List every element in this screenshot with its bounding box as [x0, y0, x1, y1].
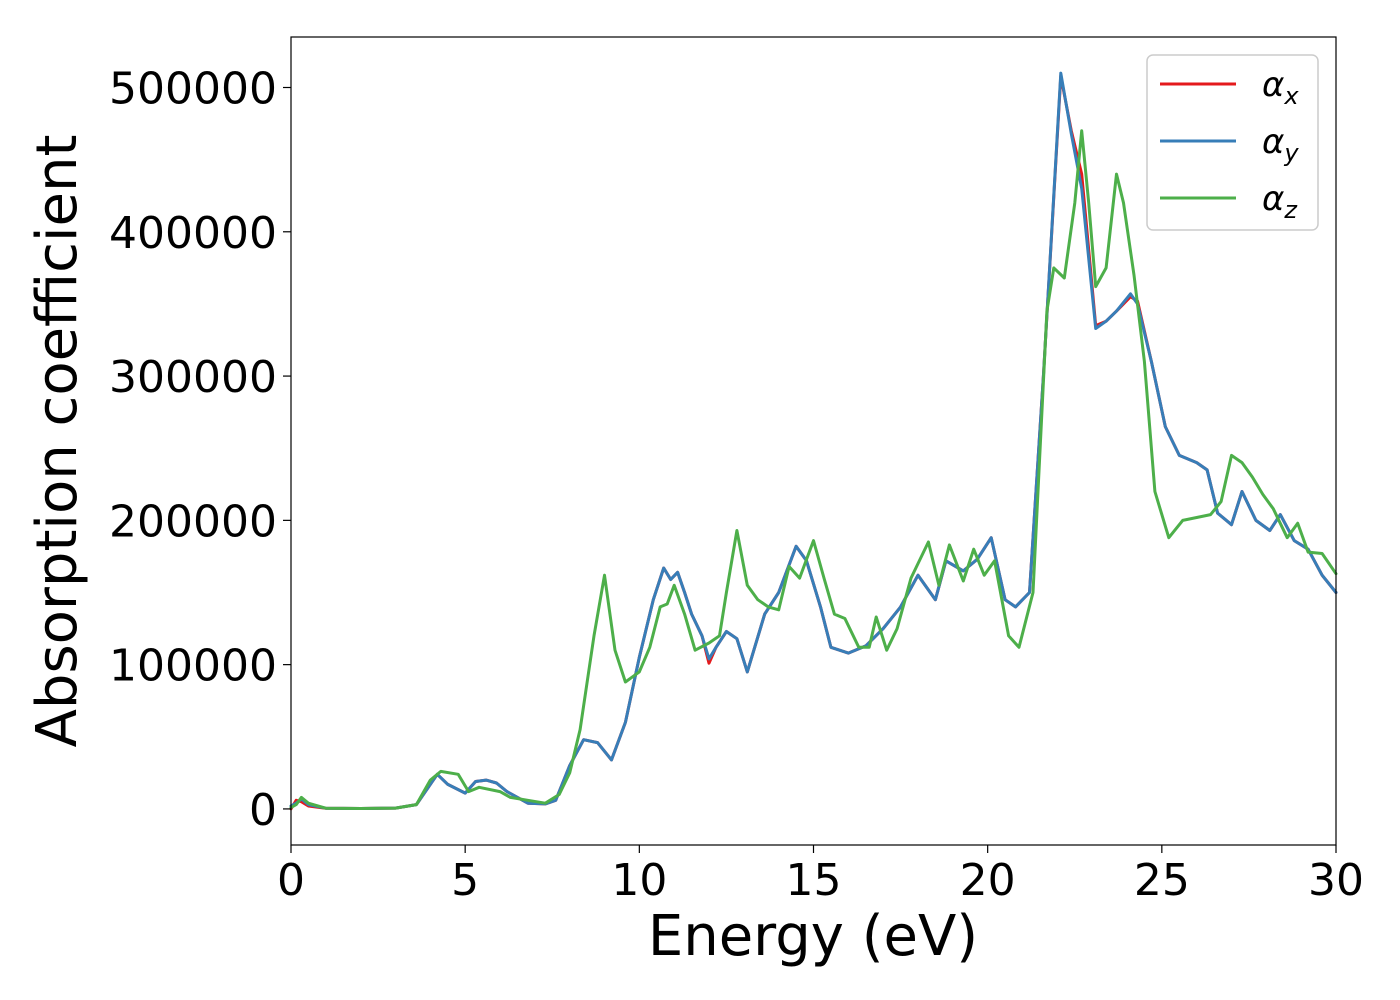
x-tick-label: 10 [611, 855, 667, 906]
legend-subscript: z [1283, 196, 1298, 224]
legend-subscript: y [1283, 139, 1299, 167]
series-layer [289, 71, 1338, 811]
x-tick-label: 5 [451, 855, 479, 906]
y-tick-label: 400000 [109, 208, 277, 259]
series-line-y [289, 71, 1338, 810]
x-tick-label: 0 [277, 855, 305, 906]
y-tick-label: 0 [249, 785, 277, 836]
y-tick-label: 300000 [109, 352, 277, 403]
x-axis: 0 5 10 15 20 25 30 [277, 845, 1364, 906]
x-tick-label: 15 [786, 855, 842, 906]
series-line-z [289, 129, 1338, 810]
y-axis-label: Absorption coefficient [25, 135, 90, 748]
y-tick-label: 500000 [109, 64, 277, 115]
x-tick-label: 30 [1308, 855, 1364, 906]
x-axis-label: Energy (eV) [648, 904, 978, 969]
x-tick-label: 25 [1134, 855, 1190, 906]
x-tick-label: 20 [960, 855, 1016, 906]
y-tick-label: 200000 [109, 496, 277, 547]
y-axis: 0 100000 200000 300000 400000 500000 [109, 64, 291, 836]
legend-subscript: x [1283, 82, 1299, 110]
y-tick-label: 100000 [109, 641, 277, 692]
